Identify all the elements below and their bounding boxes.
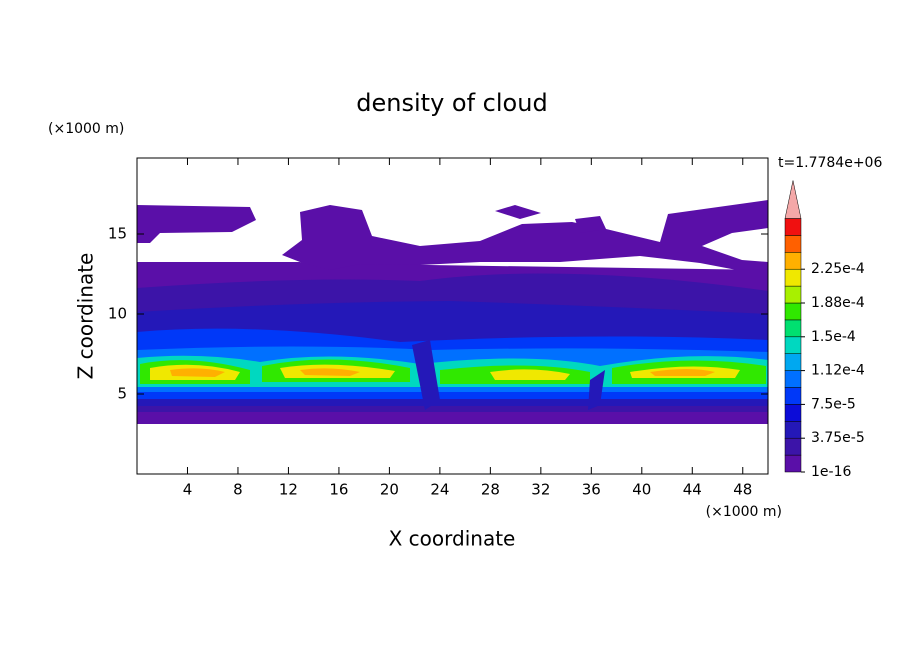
colorbar-segment (784, 421, 802, 439)
colorbar-label: 1.5e-4 (811, 329, 856, 345)
colorbar-extend (784, 180, 802, 219)
colorbar-segment (784, 437, 802, 456)
colorbar-segment (784, 319, 802, 338)
colorbar-label: 1e-16 (811, 464, 851, 480)
annotation: t=1.7784e+06 (778, 155, 882, 171)
plot-frame (136, 157, 769, 475)
colorbar-segment (784, 404, 802, 422)
y-unit: (×1000 m) (48, 121, 124, 137)
x-tick-label: 12 (279, 481, 298, 499)
y-tick-label: 15 (108, 225, 127, 243)
x-tick-label: 4 (183, 481, 193, 499)
y-axis-label: Z coordinate (74, 253, 98, 380)
colorbar-segment (784, 454, 802, 473)
x-unit: (×1000 m) (706, 504, 782, 520)
colorbar-segment (784, 252, 802, 270)
y-tick-label: 5 (117, 385, 127, 403)
colorbar-label: 7.5e-5 (811, 396, 856, 412)
x-tick-label: 36 (582, 481, 601, 499)
colorbar-segment (784, 285, 802, 304)
colorbar-segment (784, 353, 802, 371)
x-tick-label: 44 (683, 481, 702, 499)
x-tick-label: 24 (430, 481, 449, 499)
x-tick-label: 40 (632, 481, 651, 499)
x-tick-label: 20 (380, 481, 399, 499)
x-tick-label: 8 (233, 481, 243, 499)
colorbar-segment (784, 302, 802, 321)
colorbar-segment (784, 268, 802, 287)
colorbar-label: 1.88e-4 (811, 295, 865, 311)
colorbar-label: 3.75e-5 (811, 430, 865, 446)
colorbar-segment (784, 235, 802, 253)
y-tick-label: 10 (108, 305, 127, 323)
x-tick-label: 48 (733, 481, 752, 499)
colorbar-segment (784, 336, 802, 354)
colorbar-label: 2.25e-4 (811, 261, 865, 277)
contour-field (137, 200, 768, 424)
colorbar-segment (784, 370, 802, 388)
colorbar-segment (784, 387, 802, 405)
x-tick-label: 32 (531, 481, 550, 499)
x-tick-label: 28 (481, 481, 500, 499)
chart-title: density of cloud (356, 89, 547, 117)
colorbar-label: 1.12e-4 (811, 363, 865, 379)
x-tick-label: 16 (329, 481, 348, 499)
colorbar-segment (784, 218, 802, 236)
x-axis-label: X coordinate (389, 527, 516, 551)
